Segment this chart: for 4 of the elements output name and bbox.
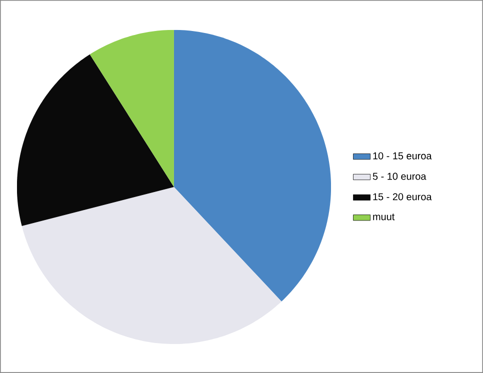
legend-label: 10 - 15 euroa [373, 152, 432, 160]
legend-label: 5 - 10 euroa [372, 172, 426, 180]
legend-label: 15 - 20 euroa [373, 193, 432, 200]
legend-label: muut [373, 214, 395, 220]
